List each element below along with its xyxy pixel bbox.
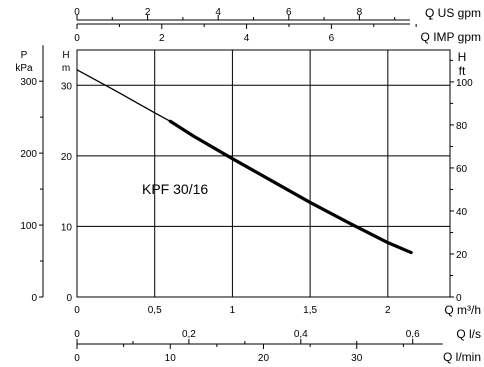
bottom-ls-tick-label: 0: [74, 329, 80, 340]
y-left-kpa-tick-label: 200: [20, 149, 37, 160]
bottom-lmin-tick-label: 0: [74, 353, 80, 364]
bottom-lmin-tick-label: 10: [165, 353, 177, 364]
y-left-m-tick-label: 0: [66, 293, 72, 304]
top-us-gpm-tick-label: 0: [74, 7, 80, 18]
series-label: KPF 30/16: [142, 181, 208, 197]
x-axis-label: Q m³/h: [444, 303, 481, 317]
x-tick-label: 1,5: [303, 305, 317, 316]
y-right-ft-tick-label: 40: [456, 207, 468, 218]
y-right-ft-tick-label: 80: [456, 121, 468, 132]
bottom-lmin-tick-label: 30: [351, 353, 363, 364]
bottom-lmin-label: Q l/min: [443, 350, 481, 364]
series-operating-range: [168, 119, 413, 255]
bottom-ls-tick-label: 0,4: [294, 329, 308, 340]
y-right-ft-unit-bottom: ft: [459, 64, 466, 78]
top-us-gpm-tick-label: 2: [145, 7, 151, 18]
y-right-ft-unit-top: H: [458, 50, 467, 64]
bottom-ls-label: Q l/s: [456, 327, 481, 341]
top-imp-gpm-tick-label: 2: [159, 33, 165, 44]
top-imp-gpm-tick-label: 4: [244, 33, 250, 44]
y-right-ft-tick-label: 20: [456, 250, 468, 261]
y-left-kpa-unit-top: P: [21, 50, 28, 61]
bottom-lmin-tick-label: 20: [258, 353, 270, 364]
y-left-kpa-tick-label: 300: [20, 77, 37, 88]
y-left-m-unit-top: H: [62, 50, 69, 61]
y-left-m-unit-bottom: m: [62, 63, 70, 74]
y-left-m-tick-label: 10: [61, 222, 73, 233]
top-imp-gpm-tick-label: 0: [74, 33, 80, 44]
grid-lines: [77, 50, 450, 297]
y-left-kpa-tick-label: 100: [20, 221, 37, 232]
top-us-gpm-tick-label: 8: [357, 7, 363, 18]
top-us-gpm-label: Q US gpm: [425, 6, 481, 20]
axes: 0 0,5 1 1,5 2 Q m³/h0102030Hm0100200300PkPa02…: [15, 6, 481, 364]
y-right-ft-tick-label: 0: [456, 293, 462, 304]
x-tick-label: 0,5: [148, 305, 162, 316]
top-imp-gpm-tick-label: 6: [329, 33, 335, 44]
curve: KPF 30/16: [76, 69, 413, 255]
y-left-kpa-tick-label: 0: [31, 293, 37, 304]
top-imp-gpm-label: Q IMP gpm: [421, 30, 481, 44]
y-right-ft-tick-label: 60: [456, 164, 468, 175]
x-tick-label: 2: [385, 305, 391, 316]
bottom-ls-tick-label: 0,6: [406, 329, 420, 340]
top-us-gpm-tick-label: 6: [286, 7, 292, 18]
plot-frame: [76, 49, 451, 298]
y-left-kpa-unit-bottom: kPa: [15, 63, 33, 74]
x-tick-label: 0: [74, 305, 80, 316]
y-left-m-tick-label: 20: [61, 152, 73, 163]
top-us-gpm-tick-label: 4: [215, 7, 221, 18]
y-right-ft-tick-label: 100: [456, 78, 473, 89]
x-tick-label: 1: [230, 305, 236, 316]
series-line: [76, 69, 412, 254]
y-left-m-tick-label: 30: [61, 81, 73, 92]
bottom-ls-tick-label: 0,2: [182, 329, 196, 340]
